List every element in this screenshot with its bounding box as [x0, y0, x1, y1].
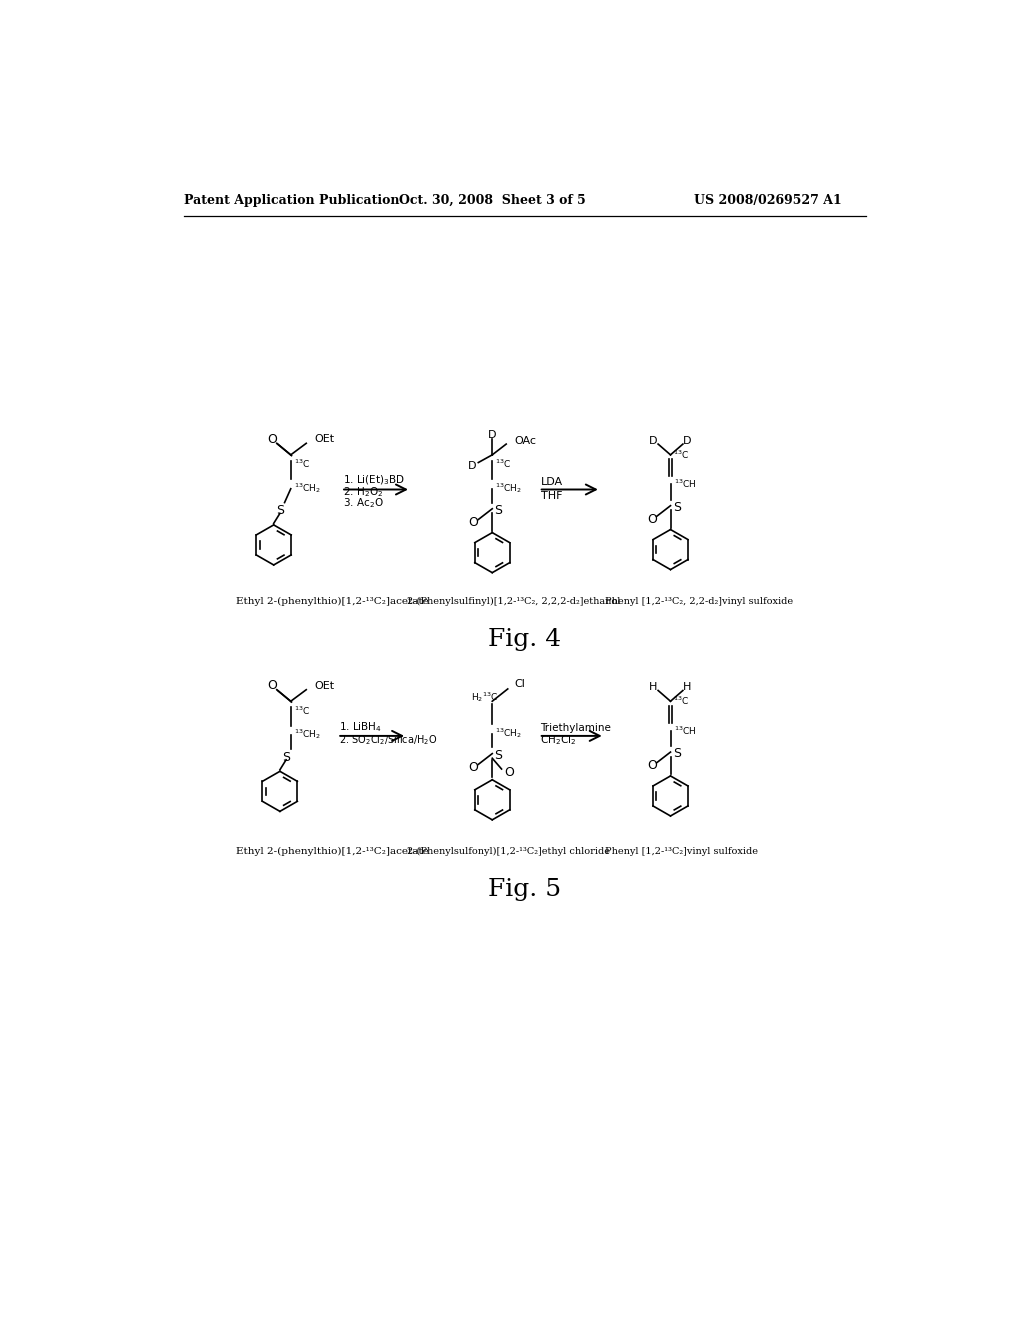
Text: LDA: LDA: [541, 477, 563, 487]
Text: Fig. 5: Fig. 5: [488, 878, 561, 902]
Text: $^{13}$C: $^{13}$C: [294, 458, 310, 470]
Text: Fig. 4: Fig. 4: [488, 628, 561, 651]
Text: Cl: Cl: [514, 680, 525, 689]
Text: OEt: OEt: [314, 434, 334, 445]
Text: 3. Ac$_2$O: 3. Ac$_2$O: [343, 496, 384, 511]
Text: O: O: [505, 766, 514, 779]
Text: 2-(Phenylsulfinyl)[1,2-¹³C₂, 2,2,2-d₂]ethanol: 2-(Phenylsulfinyl)[1,2-¹³C₂, 2,2,2-d₂]et…: [407, 597, 621, 606]
Text: O: O: [469, 760, 478, 774]
Text: $^{13}$CH$_2$: $^{13}$CH$_2$: [294, 727, 321, 742]
Text: O: O: [647, 513, 656, 527]
Text: US 2008/0269527 A1: US 2008/0269527 A1: [693, 194, 842, 207]
Text: H: H: [649, 682, 657, 693]
Text: H: H: [683, 682, 692, 693]
Text: CH$_2$Cl$_2$: CH$_2$Cl$_2$: [541, 734, 577, 747]
Text: S: S: [673, 747, 681, 760]
Text: S: S: [495, 504, 503, 517]
Text: 1. LiBH$_4$: 1. LiBH$_4$: [339, 719, 382, 734]
Text: Oct. 30, 2008  Sheet 3 of 5: Oct. 30, 2008 Sheet 3 of 5: [399, 194, 586, 207]
Text: 2. SO$_2$Cl$_2$/Silica/H$_2$O: 2. SO$_2$Cl$_2$/Silica/H$_2$O: [339, 734, 437, 747]
Text: O: O: [647, 759, 656, 772]
Text: Patent Application Publication: Patent Application Publication: [183, 194, 399, 207]
Text: O: O: [267, 433, 278, 446]
Text: $^{13}$C: $^{13}$C: [673, 696, 689, 708]
Text: $^{13}$CH$_2$: $^{13}$CH$_2$: [496, 480, 522, 495]
Text: S: S: [282, 751, 290, 763]
Text: $^{13}$CH$_2$: $^{13}$CH$_2$: [294, 480, 321, 495]
Text: $^{13}$C: $^{13}$C: [673, 449, 689, 461]
Text: D: D: [468, 461, 476, 471]
Text: H$_2$$^{13}$C: H$_2$$^{13}$C: [471, 689, 498, 704]
Text: 1. Li(Et)$_3$BD: 1. Li(Et)$_3$BD: [343, 474, 406, 487]
Text: D: D: [488, 430, 497, 440]
Text: S: S: [495, 748, 503, 762]
Text: OEt: OEt: [314, 681, 334, 690]
Text: Phenyl [1,2-¹³C₂]vinyl sulfoxide: Phenyl [1,2-¹³C₂]vinyl sulfoxide: [604, 847, 758, 855]
Text: OAc: OAc: [514, 436, 536, 446]
Text: $^{13}$C: $^{13}$C: [294, 705, 310, 717]
Text: 2. H$_2$O$_2$: 2. H$_2$O$_2$: [343, 486, 384, 499]
Text: $^{13}$C: $^{13}$C: [496, 458, 512, 470]
Text: S: S: [275, 504, 284, 517]
Text: 2-(Phenylsulfonyl)[1,2-¹³C₂]ethyl chloride: 2-(Phenylsulfonyl)[1,2-¹³C₂]ethyl chlori…: [407, 847, 610, 855]
Text: $^{13}$CH: $^{13}$CH: [674, 478, 696, 490]
Text: Ethyl 2-(phenylthio)[1,2-¹³C₂]acetate: Ethyl 2-(phenylthio)[1,2-¹³C₂]acetate: [237, 597, 429, 606]
Text: $^{13}$CH$_2$: $^{13}$CH$_2$: [496, 726, 522, 739]
Text: O: O: [469, 516, 478, 529]
Text: O: O: [267, 680, 278, 693]
Text: S: S: [673, 502, 681, 513]
Text: Phenyl [1,2-¹³C₂, 2,2-d₂]vinyl sulfoxide: Phenyl [1,2-¹³C₂, 2,2-d₂]vinyl sulfoxide: [604, 597, 793, 606]
Text: $^{13}$CH: $^{13}$CH: [674, 725, 696, 737]
Text: D: D: [683, 436, 692, 446]
Text: THF: THF: [541, 491, 562, 500]
Text: Triethylamine: Triethylamine: [541, 723, 611, 733]
Text: D: D: [649, 436, 657, 446]
Text: Ethyl 2-(phenylthio)[1,2-¹³C₂]acetate: Ethyl 2-(phenylthio)[1,2-¹³C₂]acetate: [237, 847, 429, 855]
